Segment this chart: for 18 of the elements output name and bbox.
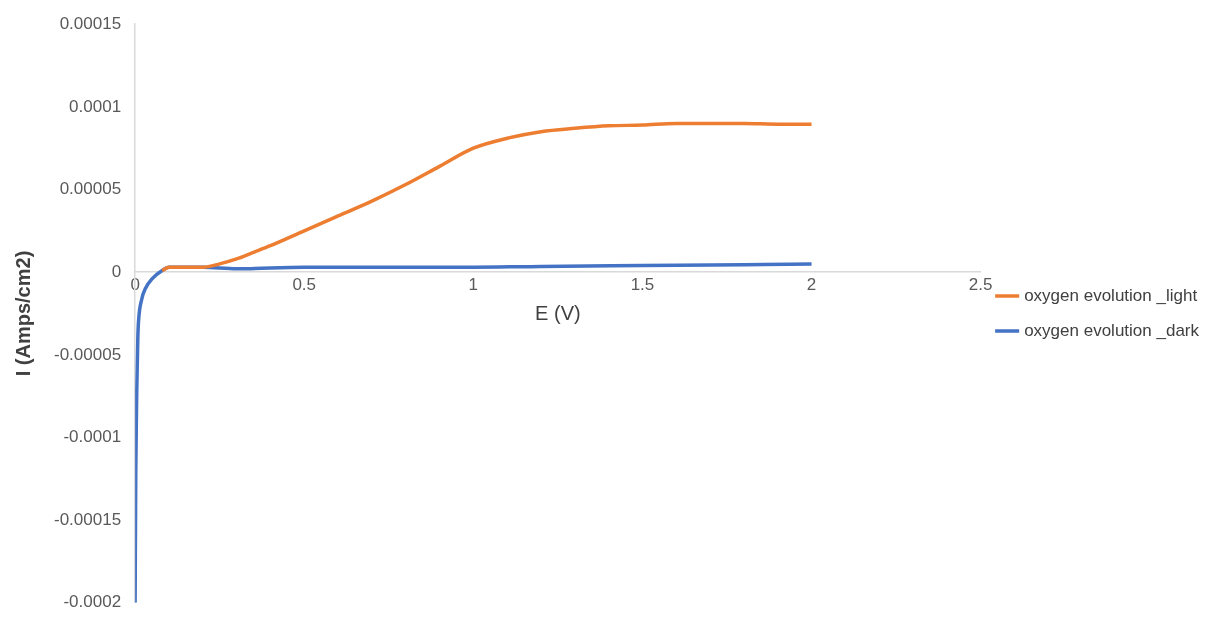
x-tick-label: 2.5 [968, 275, 993, 295]
y-tick-label: 0.0001 [69, 96, 122, 116]
y-tick-label: -0.00015 [53, 509, 122, 529]
x-axis-title: E (V) [535, 302, 581, 325]
y-tick-label: -0.0002 [63, 592, 122, 612]
y-tick-label: 0 [111, 261, 122, 281]
y-axis-title: I (Amps/cm2) [11, 250, 34, 377]
y-tick-label: -0.00005 [53, 344, 122, 364]
legend-label: oxygen evolution _light [1024, 285, 1198, 305]
x-tick-label: 0.5 [292, 275, 317, 295]
x-tick-label: 2 [806, 275, 817, 295]
legend-label: oxygen evolution _dark [1024, 320, 1200, 340]
y-tick-label: -0.0001 [63, 427, 122, 447]
y-tick-label: 0.00015 [59, 13, 122, 33]
x-tick-label: 1 [468, 275, 479, 295]
y-tick-label: 0.00005 [59, 179, 122, 199]
x-tick-label: 1.5 [630, 275, 655, 295]
line-series [160, 121, 814, 273]
